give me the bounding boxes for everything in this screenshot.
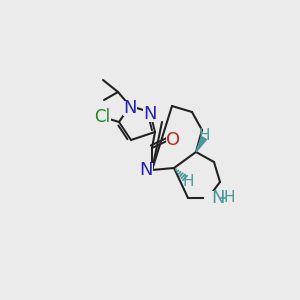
- Text: O: O: [166, 131, 180, 149]
- Text: Cl: Cl: [94, 108, 110, 126]
- Text: N: N: [211, 189, 225, 207]
- Text: H: H: [223, 190, 235, 206]
- FancyBboxPatch shape: [166, 133, 180, 148]
- FancyBboxPatch shape: [93, 110, 111, 124]
- Polygon shape: [196, 136, 207, 152]
- FancyBboxPatch shape: [139, 163, 153, 178]
- Text: N: N: [143, 105, 157, 123]
- Text: N: N: [139, 161, 153, 179]
- FancyBboxPatch shape: [204, 190, 232, 206]
- FancyBboxPatch shape: [123, 100, 137, 116]
- Text: H: H: [198, 128, 210, 143]
- Text: N: N: [123, 99, 137, 117]
- FancyBboxPatch shape: [143, 106, 157, 122]
- Text: H: H: [182, 175, 194, 190]
